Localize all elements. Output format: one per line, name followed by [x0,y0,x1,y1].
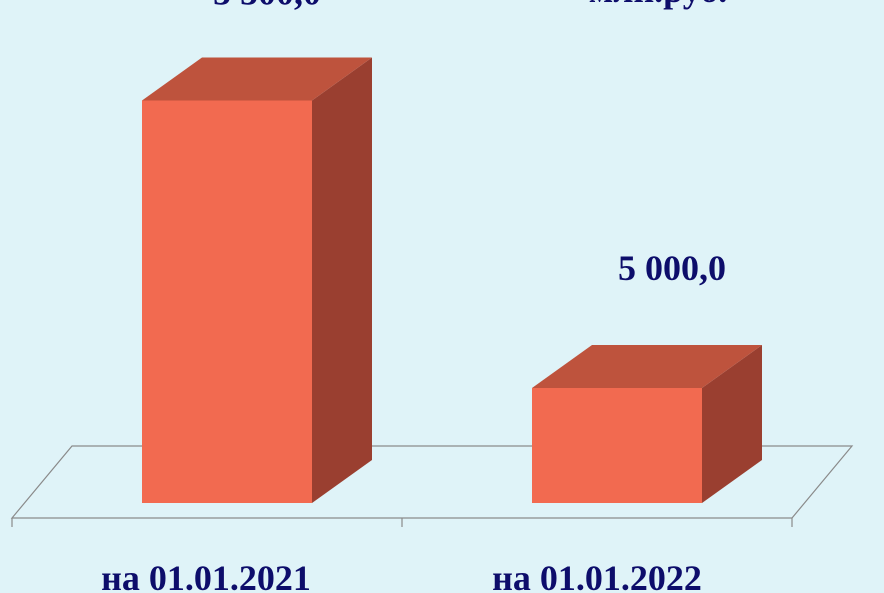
category-label: на 01.01.2021 [101,558,311,593]
floor-outline [10,445,854,519]
bar-top [532,345,762,388]
bar [532,345,762,503]
data-label: 5 500,0 [213,0,321,13]
data-label: 5 000,0 [618,248,726,288]
bar-top [142,57,372,101]
chart-floor [10,445,854,527]
bars [142,57,762,503]
category-label: на 01.01.2022 [492,558,702,593]
unit-label: млн.руб. [589,0,728,10]
bar-side [702,345,762,503]
bar-front [532,388,702,503]
bar-side [312,57,372,503]
labels: 5 500,0 на 01.01.2021 5 000,0 на 01.01.2022 [101,0,726,593]
bar [142,57,372,503]
bar-front [142,100,312,503]
